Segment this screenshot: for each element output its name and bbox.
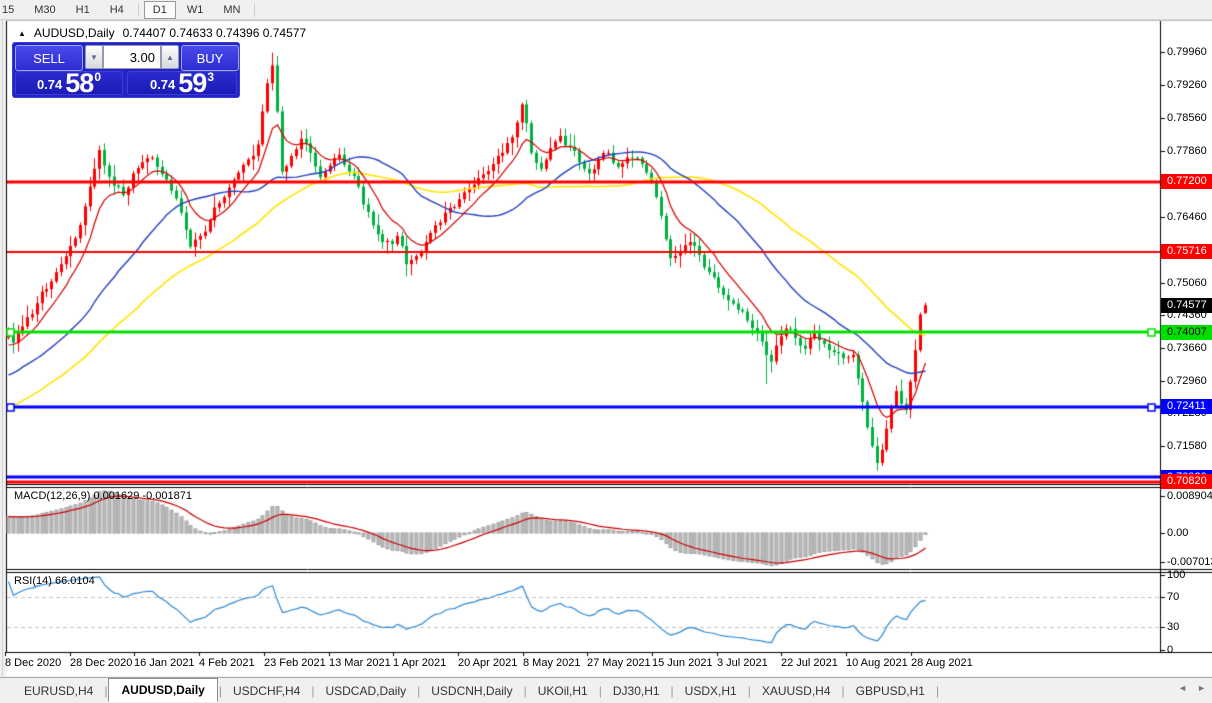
- date-axis-label: 23 Feb 2021: [264, 657, 326, 669]
- date-axis-label: 28 Aug 2021: [911, 657, 973, 669]
- buy-price-sup: 3: [207, 70, 215, 84]
- tab-separator: |: [104, 684, 108, 698]
- chart-tab-USDX-H1[interactable]: USDX,H1: [684, 684, 737, 698]
- chart-tab-USDCAD-Daily[interactable]: USDCAD,Daily: [325, 684, 407, 698]
- current-price-badge: 0.74577: [1161, 298, 1212, 313]
- macd-scale-label: 0.00: [1167, 527, 1189, 539]
- price-axis-label: 0.71580: [1167, 440, 1207, 452]
- volume-increase-button[interactable]: ▲: [161, 45, 179, 69]
- rsi-scale-label: 70: [1167, 591, 1180, 603]
- tab-separator: |: [311, 684, 315, 698]
- sell-button[interactable]: SELL: [15, 45, 83, 71]
- chart-tab-XAUUSD-H4[interactable]: XAUUSD,H4: [761, 684, 831, 698]
- timeframe-button-H4[interactable]: H4: [109, 3, 124, 16]
- timeframe-button-W1[interactable]: W1: [186, 3, 204, 16]
- tab-scroll-right-button[interactable]: ►: [1197, 683, 1206, 693]
- chart-tab-AUDUSD-Daily[interactable]: AUDUSD,Daily: [108, 678, 218, 702]
- tab-separator: |: [841, 684, 845, 698]
- buy-price-small: 0.74: [149, 77, 176, 92]
- price-axis-label: 0.72960: [1167, 375, 1207, 387]
- date-axis-label: 20 Apr 2021: [458, 657, 518, 669]
- date-axis-label: 27 May 2021: [587, 657, 651, 669]
- toolbar-separator: [254, 2, 256, 17]
- timeframe-toolbar: 15 M30 H1 H4 D1 W1 MN: [0, 0, 1212, 20]
- price-axis-label: 0.76460: [1167, 211, 1207, 223]
- rsi-scale-label: 0: [1167, 644, 1174, 656]
- chart-tab-UKOil-H1[interactable]: UKOil,H1: [537, 684, 588, 698]
- rsi-scale-label: 30: [1167, 621, 1180, 633]
- date-axis-label: 13 Mar 2021: [329, 657, 391, 669]
- macd-scale-label: -0.007013: [1167, 556, 1212, 568]
- price-axis-label: 0.79260: [1167, 79, 1207, 91]
- volume-decrease-button[interactable]: ▼: [85, 45, 103, 69]
- volume-input[interactable]: 3.00: [103, 45, 161, 69]
- price-axis-label: 0.73660: [1167, 342, 1207, 354]
- date-axis-label: 3 Jul 2021: [717, 657, 768, 669]
- tab-separator: |: [935, 684, 940, 698]
- tab-scroll-left-button[interactable]: ◄: [1178, 683, 1188, 693]
- chart-tab-bar: EURUSD,H4 | AUDUSD,Daily | USDCHF,H4 | USDCAD,…: [0, 677, 1212, 703]
- chart-symbol-title: AUDUSD,Daily: [33, 26, 115, 40]
- one-click-trading-panel: SELL ▼ 3.00 ▲ BUY 0.74 58 0 0.74 59 3: [12, 42, 240, 98]
- tab-scroll-controls: ◄ ►: [1178, 683, 1206, 693]
- collapse-triangle-icon[interactable]: ▲: [18, 28, 26, 38]
- sell-price-big: 58: [65, 68, 94, 98]
- chart-tab-DJ30-H1[interactable]: DJ30,H1: [612, 684, 660, 698]
- date-axis-label: 16 Jan 2021: [134, 657, 195, 669]
- timeframe-button-D1[interactable]: D1: [143, 0, 176, 19]
- tab-separator: |: [747, 684, 751, 698]
- chart-ohlc-values: 0.74407 0.74633 0.74396 0.74577: [122, 26, 307, 40]
- timeframe-button-H1[interactable]: H1: [75, 3, 90, 16]
- tab-separator: |: [670, 684, 674, 698]
- window-splitter: [2, 20, 3, 676]
- price-level-badge: 0.77200: [1161, 174, 1212, 189]
- sell-price-small: 0.74: [36, 77, 63, 92]
- price-axis-label: 0.79960: [1167, 46, 1207, 58]
- chart-title-bar: ▲ AUDUSD,Daily 0.74407 0.74633 0.74396 0…: [18, 26, 306, 40]
- tab-separator: |: [598, 684, 602, 698]
- macd-scale-label: 0.008904: [1167, 490, 1212, 502]
- timeframe-button-M30[interactable]: M30: [34, 3, 56, 16]
- date-axis-label: 22 Jul 2021: [781, 657, 838, 669]
- date-axis-label: 1 Apr 2021: [393, 657, 447, 669]
- chart-tab-GBPUSD-H1[interactable]: GBPUSD,H1: [855, 684, 925, 698]
- date-axis-label: 8 Dec 2020: [5, 657, 62, 669]
- date-axis-label: 15 Jun 2021: [652, 657, 713, 669]
- price-level-badge: 0.70820: [1161, 474, 1212, 489]
- date-axis-label: 28 Dec 2020: [70, 657, 133, 669]
- price-axis-label: 0.77860: [1167, 145, 1207, 157]
- chart-tab-EURUSD-H4[interactable]: EURUSD,H4: [24, 684, 94, 698]
- buy-price-tile[interactable]: 0.74 59 3: [127, 68, 237, 98]
- buy-price-big: 59: [178, 68, 207, 98]
- price-axis-label: 0.78560: [1167, 112, 1207, 124]
- date-axis-label: 4 Feb 2021: [199, 657, 255, 669]
- date-axis-label: 8 May 2021: [523, 657, 581, 669]
- chart-tab-USDCHF-H4[interactable]: USDCHF,H4: [232, 684, 301, 698]
- buy-button[interactable]: BUY: [181, 45, 239, 71]
- toolbar-separator: [137, 2, 139, 17]
- price-level-badge: 0.75716: [1161, 244, 1212, 259]
- date-axis-label: 10 Aug 2021: [846, 657, 908, 669]
- tab-separator: |: [417, 684, 421, 698]
- rsi-scale-label: 100: [1167, 569, 1186, 581]
- price-level-badge: 0.74007: [1161, 325, 1212, 340]
- price-axis-label: 0.75060: [1167, 277, 1207, 289]
- tab-separator: |: [523, 684, 527, 698]
- timeframe-button-MN[interactable]: MN: [223, 3, 241, 16]
- macd-indicator-label: MACD(12,26,9) 0.001629 -0.001871: [14, 490, 192, 502]
- rsi-indicator-label: RSI(14) 66.0104: [14, 575, 95, 587]
- price-level-badge: 0.72411: [1161, 399, 1212, 414]
- tab-separator: |: [218, 684, 222, 698]
- chart-tab-USDCNH-Daily[interactable]: USDCNH,Daily: [431, 684, 513, 698]
- sell-price-tile[interactable]: 0.74 58 0: [15, 68, 123, 98]
- sell-price-sup: 0: [94, 70, 102, 84]
- timeframe-button-15[interactable]: 15: [2, 3, 15, 16]
